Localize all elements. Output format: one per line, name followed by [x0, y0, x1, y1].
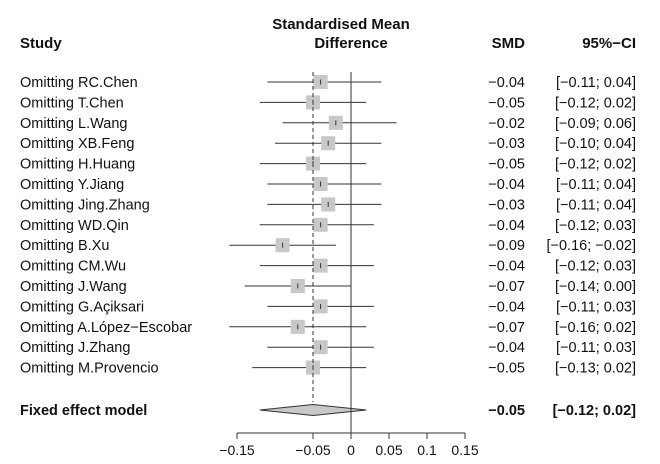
- study-label: Omitting CM.Wu: [20, 259, 126, 275]
- study-label: Omitting H.Huang: [20, 157, 135, 173]
- ci-column-header: 95%−CI: [582, 35, 636, 52]
- smd-value: −0.04: [488, 299, 525, 315]
- study-row: Omitting CM.Wu −0.04 [−0.12; 0.03]: [20, 258, 636, 275]
- smd-value: −0.04: [488, 340, 525, 356]
- smd-value: −0.04: [488, 177, 525, 193]
- smd-value: −0.02: [488, 116, 525, 132]
- x-tick-label: 0.1: [417, 442, 437, 458]
- ci-value: [−0.14; 0.00]: [555, 279, 636, 295]
- ci-value: [−0.12; 0.03]: [555, 259, 636, 275]
- pooled-ci-value: [−0.12; 0.02]: [553, 403, 637, 419]
- ci-value: [−0.12; 0.02]: [555, 157, 636, 173]
- smd-column-header: SMD: [492, 35, 526, 52]
- x-tick-label: 0.15: [451, 442, 478, 458]
- smd-value: −0.04: [488, 218, 525, 234]
- study-label: Omitting J.Zhang: [20, 340, 130, 356]
- study-label: Omitting G.Açiksari: [20, 299, 144, 315]
- study-row: Omitting J.Wang −0.07 [−0.14; 0.00]: [20, 279, 636, 295]
- smd-value: −0.07: [488, 279, 525, 295]
- study-label: Omitting Y.Jiang: [20, 177, 124, 193]
- study-row: Omitting J.Zhang −0.04 [−0.11; 0.03]: [20, 340, 636, 356]
- smd-value: −0.05: [488, 95, 525, 111]
- ci-value: [−0.11; 0.03]: [556, 340, 636, 356]
- ci-value: [−0.12; 0.02]: [555, 95, 636, 111]
- ci-value: [−0.11; 0.04]: [556, 177, 636, 193]
- x-tick-label: 0: [347, 442, 355, 458]
- study-row: Omitting Y.Jiang −0.04 [−0.11; 0.04]: [20, 177, 636, 193]
- study-row: Omitting M.Provencio −0.05 [−0.13; 0.02]: [20, 360, 636, 377]
- study-column-header: Study: [20, 35, 62, 52]
- study-label: Omitting Jing.Zhang: [20, 197, 150, 213]
- smd-value: −0.05: [488, 157, 525, 173]
- study-row: Omitting XB.Feng −0.03 [−0.10; 0.04]: [20, 136, 636, 152]
- pooled-row: Fixed effect model −0.05 [−0.12; 0.02]: [20, 403, 636, 419]
- study-row: Omitting Jing.Zhang −0.03 [−0.11; 0.04]: [20, 197, 636, 213]
- x-tick-label: −0.05: [295, 442, 331, 458]
- x-tick-label: 0.05: [375, 442, 402, 458]
- pooled-diamond: [259, 403, 367, 417]
- x-axis: −0.15 −0.05 0 0.05 0.1 0.15: [219, 72, 479, 458]
- study-label: Omitting J.Wang: [20, 279, 127, 295]
- study-label: Omitting A.López−Escobar: [20, 320, 192, 336]
- smd-value: −0.03: [488, 136, 525, 152]
- study-label: Omitting RC.Chen: [20, 75, 138, 91]
- ci-value: [−0.09; 0.06]: [555, 116, 636, 132]
- ci-value: [−0.16; 0.02]: [555, 320, 636, 336]
- study-rows: Omitting RC.Chen −0.04 [−0.11; 0.04]Omitti…: [20, 75, 636, 377]
- study-label: Omitting L.Wang: [20, 116, 127, 132]
- study-row: Omitting WD.Qin −0.04 [−0.12; 0.03]: [20, 217, 636, 234]
- smd-value: −0.05: [488, 361, 525, 377]
- smd-value: −0.03: [488, 197, 525, 213]
- study-label: Omitting T.Chen: [20, 95, 124, 111]
- study-row: Omitting L.Wang −0.02 [−0.09; 0.06]: [20, 115, 636, 132]
- smd-value: −0.04: [488, 259, 525, 275]
- study-row: Omitting T.Chen −0.05 [−0.12; 0.02]: [20, 95, 636, 111]
- effect-header-line2: Difference: [314, 35, 387, 52]
- x-tick-label: −0.15: [219, 442, 255, 458]
- smd-value: −0.09: [488, 238, 525, 254]
- ci-value: [−0.11; 0.03]: [556, 299, 636, 315]
- ci-value: [−0.11; 0.04]: [556, 197, 636, 213]
- pooled-label: Fixed effect model: [20, 403, 147, 419]
- study-row: Omitting G.Açiksari −0.04 [−0.11; 0.03]: [20, 299, 636, 315]
- smd-value: −0.04: [488, 75, 525, 91]
- ci-value: [−0.11; 0.04]: [556, 75, 636, 91]
- study-label: Omitting WD.Qin: [20, 218, 129, 234]
- ci-value: [−0.10; 0.04]: [555, 136, 636, 152]
- study-label: Omitting M.Provencio: [20, 361, 159, 377]
- study-row: Omitting H.Huang −0.05 [−0.12; 0.02]: [20, 156, 636, 173]
- smd-value: −0.07: [488, 320, 525, 336]
- ci-value: [−0.12; 0.03]: [555, 218, 636, 234]
- effect-header-line1: Standardised Mean: [272, 16, 410, 33]
- pooled-smd-value: −0.05: [488, 403, 525, 419]
- study-row: Omitting B.Xu −0.09 [−0.16; −0.02]: [20, 238, 636, 254]
- study-row: Omitting RC.Chen −0.04 [−0.11; 0.04]: [20, 75, 636, 91]
- ci-value: [−0.13; 0.02]: [555, 361, 636, 377]
- study-label: Omitting XB.Feng: [20, 136, 134, 152]
- ci-value: [−0.16; −0.02]: [547, 238, 637, 254]
- study-row: Omitting A.López−Escobar −0.07 [−0.16; 0.0…: [20, 319, 636, 336]
- study-label: Omitting B.Xu: [20, 238, 109, 254]
